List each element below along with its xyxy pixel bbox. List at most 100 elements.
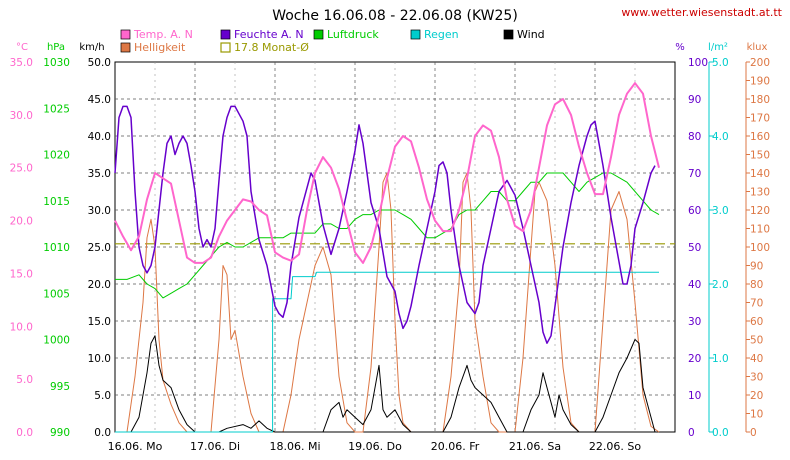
temp-tick-label: 0.0 bbox=[16, 427, 33, 439]
temp-tick-label: 5.0 bbox=[16, 374, 33, 386]
light-tick-label: 170 bbox=[750, 113, 770, 125]
light-tick-label: 160 bbox=[750, 131, 770, 143]
legend-swatch bbox=[120, 42, 131, 53]
humidity-tick-label: 90 bbox=[688, 94, 701, 106]
source-link[interactable]: www.wetter.wiesenstadt.at.tt bbox=[621, 6, 782, 19]
day-label: 21.06. Sa bbox=[509, 440, 561, 453]
wind-tick-label: 20.0 bbox=[88, 279, 111, 291]
day-label: 22.06. So bbox=[589, 440, 641, 453]
series-line bbox=[115, 335, 656, 433]
humidity-tick-label: 10 bbox=[688, 390, 701, 402]
temp-axis-unit: °C bbox=[16, 42, 28, 53]
wind-tick-label: 40.0 bbox=[88, 131, 111, 143]
light-tick-label: 50 bbox=[750, 335, 763, 347]
pressure-tick-label: 1015 bbox=[43, 196, 70, 208]
wind-tick-label: 50.0 bbox=[88, 57, 111, 69]
pressure-tick-label: 1000 bbox=[43, 335, 70, 347]
light-tick-label: 110 bbox=[750, 224, 770, 236]
wind-tick-label: 45.0 bbox=[88, 94, 111, 106]
humidity-tick-label: 50 bbox=[688, 242, 701, 254]
humidity-tick-label: 60 bbox=[688, 205, 701, 217]
humidity-tick-label: 100 bbox=[688, 57, 708, 69]
pressure-axis-unit: hPa bbox=[47, 42, 65, 53]
legend-swatch bbox=[313, 29, 324, 40]
temp-tick-label: 20.0 bbox=[10, 216, 33, 228]
rain-tick-label: 5.0 bbox=[712, 57, 729, 69]
plot-area bbox=[114, 61, 676, 433]
rain-tick-label: 4.0 bbox=[712, 131, 729, 143]
legend-swatch bbox=[220, 42, 231, 53]
legend-label: Feuchte A. N bbox=[234, 28, 304, 41]
humidity-tick-label: 30 bbox=[688, 316, 701, 328]
axes: °C 0.0 5.0 10.0 15.0 20.0 25.0 30.0 35.0 hPa 990 99… bbox=[10, 42, 770, 453]
pressure-tick-label: 1010 bbox=[43, 242, 70, 254]
legend-label: Wind bbox=[517, 28, 545, 41]
day-label: 20.06. Fr bbox=[431, 440, 480, 453]
light-tick-label: 10 bbox=[750, 409, 763, 421]
rain-tick-label: 3.0 bbox=[712, 205, 729, 217]
humidity-axis-unit: % bbox=[675, 42, 685, 53]
pressure-tick-label: 1025 bbox=[43, 103, 70, 115]
light-tick-label: 130 bbox=[750, 187, 770, 199]
day-label: 16.06. Mo bbox=[108, 440, 163, 453]
legend-label: Luftdruck bbox=[327, 28, 379, 41]
wind-tick-label: 0.0 bbox=[94, 427, 111, 439]
pressure-tick-label: 1005 bbox=[43, 288, 70, 300]
light-tick-label: 20 bbox=[750, 390, 763, 402]
light-axis-unit: klux bbox=[747, 42, 768, 53]
humidity-tick-label: 70 bbox=[688, 168, 701, 180]
series-line bbox=[114, 105, 656, 344]
light-tick-label: 90 bbox=[750, 261, 763, 273]
light-tick-label: 140 bbox=[750, 168, 770, 180]
temp-tick-label: 35.0 bbox=[10, 57, 33, 69]
humidity-tick-label: 40 bbox=[688, 279, 701, 291]
day-label: 18.06. Mi bbox=[269, 440, 320, 453]
pressure-tick-label: 995 bbox=[50, 381, 70, 393]
wind-tick-label: 5.0 bbox=[94, 390, 111, 402]
light-tick-label: 60 bbox=[750, 316, 763, 328]
temp-tick-label: 25.0 bbox=[10, 163, 33, 175]
legend-swatch bbox=[503, 29, 514, 40]
pressure-tick-label: 990 bbox=[50, 427, 70, 439]
humidity-tick-label: 20 bbox=[688, 353, 701, 365]
legend: Temp. A. N Feuchte A. N Luftdruck Regen Wind… bbox=[120, 28, 545, 54]
humidity-tick-label: 80 bbox=[688, 131, 701, 143]
legend-swatch bbox=[120, 29, 131, 40]
humidity-tick-label: 0 bbox=[688, 427, 695, 439]
legend-label: Temp. A. N bbox=[133, 28, 193, 41]
pressure-tick-label: 1020 bbox=[43, 150, 70, 162]
rain-axis-unit: l/m² bbox=[708, 42, 728, 53]
legend-swatch bbox=[220, 29, 231, 40]
light-tick-label: 40 bbox=[750, 353, 763, 365]
light-tick-label: 190 bbox=[750, 76, 770, 88]
light-tick-label: 150 bbox=[750, 150, 770, 162]
light-tick-label: 100 bbox=[750, 242, 770, 254]
series-line bbox=[114, 82, 660, 264]
light-tick-label: 0 bbox=[750, 427, 757, 439]
wind-tick-label: 25.0 bbox=[88, 242, 111, 254]
series-line bbox=[115, 271, 659, 433]
wind-tick-label: 35.0 bbox=[88, 168, 111, 180]
day-label: 19.06. Do bbox=[348, 440, 402, 453]
temp-tick-label: 30.0 bbox=[10, 110, 33, 122]
legend-label: Helligkeit bbox=[134, 41, 186, 54]
legend-label: Regen bbox=[424, 28, 459, 41]
light-tick-label: 200 bbox=[750, 57, 770, 69]
light-tick-label: 80 bbox=[750, 279, 763, 291]
wind-tick-label: 10.0 bbox=[88, 353, 111, 365]
temp-tick-label: 10.0 bbox=[10, 321, 33, 333]
temp-tick-label: 15.0 bbox=[10, 268, 33, 280]
chart-title: Woche 16.06.08 - 22.06.08 (KW25) bbox=[272, 8, 518, 24]
light-tick-label: 30 bbox=[750, 372, 763, 384]
wind-axis-unit: km/h bbox=[79, 42, 104, 53]
legend-label: 17.8 Monat-Ø bbox=[234, 41, 309, 54]
rain-tick-label: 0.0 bbox=[712, 427, 729, 439]
rain-tick-label: 2.0 bbox=[712, 279, 729, 291]
rain-tick-label: 1.0 bbox=[712, 353, 729, 365]
light-tick-label: 120 bbox=[750, 205, 770, 217]
wind-tick-label: 30.0 bbox=[88, 205, 111, 217]
day-label: 17.06. Di bbox=[190, 440, 240, 453]
pressure-tick-label: 1030 bbox=[43, 57, 70, 69]
light-tick-label: 180 bbox=[750, 94, 770, 106]
